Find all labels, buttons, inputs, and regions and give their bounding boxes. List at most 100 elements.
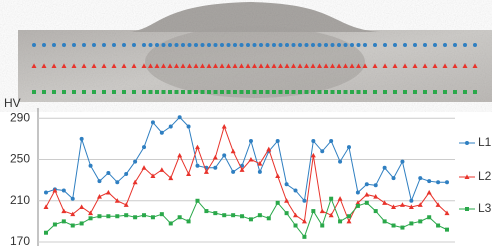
data-point bbox=[187, 219, 191, 223]
data-point bbox=[159, 167, 164, 172]
indent-mark bbox=[393, 90, 397, 94]
data-point bbox=[213, 211, 217, 215]
indent-mark bbox=[350, 43, 354, 47]
data-point bbox=[231, 213, 235, 217]
indent-mark bbox=[433, 43, 437, 47]
data-point bbox=[436, 224, 440, 228]
indent-mark bbox=[443, 43, 447, 47]
indent-mark bbox=[62, 90, 66, 94]
legend-marker bbox=[465, 207, 469, 211]
indent-mark bbox=[318, 43, 322, 47]
indent-mark bbox=[72, 43, 76, 47]
data-point bbox=[302, 235, 306, 239]
indent-mark bbox=[344, 43, 348, 47]
indent-mark bbox=[298, 43, 302, 47]
indent-mark bbox=[311, 43, 315, 47]
data-point bbox=[427, 190, 432, 195]
indent-mark bbox=[305, 43, 309, 47]
data-point bbox=[106, 214, 110, 218]
data-point bbox=[160, 131, 164, 135]
indent-mark bbox=[331, 90, 335, 94]
indent-mark bbox=[175, 90, 179, 94]
indent-mark bbox=[324, 90, 328, 94]
indent-mark bbox=[413, 43, 417, 47]
indent-mark bbox=[32, 43, 36, 47]
data-point bbox=[133, 215, 137, 219]
legend-label: L1 bbox=[478, 135, 492, 149]
indent-mark bbox=[272, 43, 276, 47]
indent-mark bbox=[112, 43, 116, 47]
indent-mark bbox=[350, 90, 354, 94]
indent-mark bbox=[233, 43, 237, 47]
data-point bbox=[53, 222, 57, 226]
legend-label: L3 bbox=[478, 201, 492, 215]
indent-mark bbox=[132, 90, 136, 94]
indent-mark bbox=[279, 90, 283, 94]
indent-mark bbox=[42, 90, 46, 94]
indent-mark bbox=[155, 43, 159, 47]
data-point bbox=[231, 170, 235, 174]
data-point bbox=[178, 115, 182, 119]
y-tick-label: 210 bbox=[10, 193, 30, 207]
legend-label: L2 bbox=[478, 169, 492, 183]
data-point bbox=[329, 139, 333, 143]
indent-mark bbox=[220, 90, 224, 94]
indent-mark bbox=[42, 43, 46, 47]
indent-mark bbox=[383, 90, 387, 94]
indent-mark bbox=[240, 43, 244, 47]
indent-mark bbox=[175, 43, 179, 47]
indent-mark bbox=[82, 90, 86, 94]
data-point bbox=[106, 190, 111, 195]
indent-mark bbox=[194, 43, 198, 47]
data-point bbox=[294, 224, 298, 228]
data-point bbox=[44, 191, 48, 195]
data-point bbox=[445, 180, 449, 184]
data-point bbox=[142, 165, 147, 170]
data-point bbox=[106, 171, 110, 175]
indent-mark bbox=[463, 43, 467, 47]
data-point bbox=[240, 214, 244, 218]
data-point bbox=[347, 214, 351, 218]
y-tick-label: 250 bbox=[10, 152, 30, 166]
indent-mark bbox=[246, 43, 250, 47]
indent-mark bbox=[453, 90, 457, 94]
indent-mark bbox=[52, 43, 56, 47]
data-point bbox=[44, 204, 49, 209]
data-point bbox=[320, 149, 324, 153]
indent-mark bbox=[413, 90, 417, 94]
indent-mark bbox=[188, 90, 192, 94]
indent-mark bbox=[181, 90, 185, 94]
data-point bbox=[302, 219, 307, 224]
indent-mark bbox=[220, 43, 224, 47]
data-point bbox=[71, 197, 75, 201]
data-point bbox=[124, 213, 128, 217]
data-point bbox=[204, 209, 208, 213]
indent-mark bbox=[423, 90, 427, 94]
indent-mark bbox=[52, 90, 56, 94]
indent-mark bbox=[423, 43, 427, 47]
indent-mark bbox=[433, 90, 437, 94]
data-point bbox=[365, 182, 369, 186]
indent-mark bbox=[207, 43, 211, 47]
indent-mark bbox=[32, 90, 36, 94]
data-point bbox=[338, 219, 342, 223]
data-point bbox=[400, 202, 405, 207]
weld-image bbox=[18, 2, 492, 102]
data-point bbox=[267, 216, 271, 220]
indent-mark bbox=[233, 90, 237, 94]
data-point bbox=[311, 139, 315, 143]
data-point bbox=[195, 199, 199, 203]
y-tick-label: 170 bbox=[10, 234, 30, 248]
indent-mark bbox=[285, 90, 289, 94]
data-point bbox=[213, 166, 217, 170]
indent-mark bbox=[194, 90, 198, 94]
indent-mark bbox=[259, 90, 263, 94]
indent-mark bbox=[112, 90, 116, 94]
indent-mark bbox=[181, 43, 185, 47]
indent-mark bbox=[403, 43, 407, 47]
data-point bbox=[133, 160, 137, 164]
series-line bbox=[46, 117, 447, 200]
data-point bbox=[80, 221, 84, 225]
indent-mark bbox=[403, 90, 407, 94]
data-point bbox=[392, 224, 396, 228]
